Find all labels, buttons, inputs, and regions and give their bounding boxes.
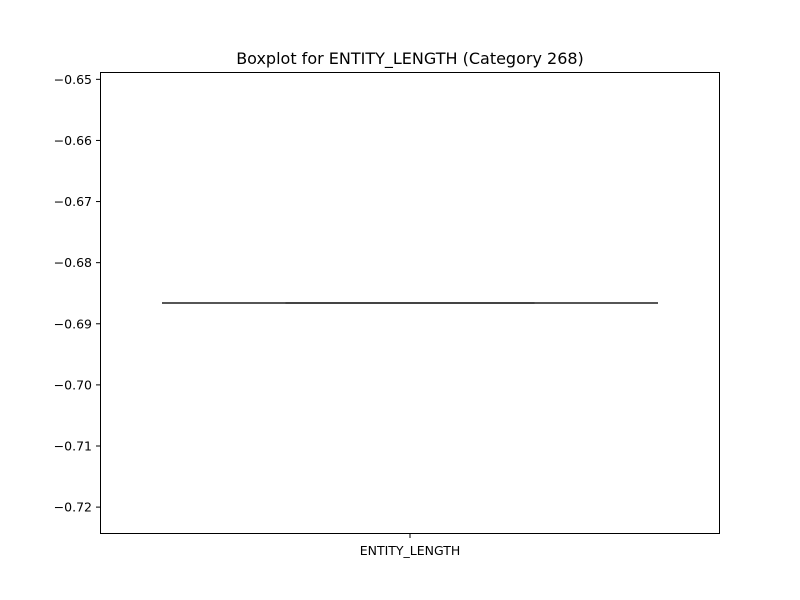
x-tick-label: ENTITY_LENGTH [360,543,461,558]
plot-area-frame [100,72,720,534]
x-axis: ENTITY_LENGTH [360,534,461,558]
y-tick-label: −0.70 [54,377,92,392]
y-tick-label: −0.65 [54,72,92,87]
y-tick-label: −0.67 [54,194,92,209]
y-tick-label: −0.71 [54,439,92,454]
y-tick-label: −0.68 [54,255,92,270]
chart-title: Boxplot for ENTITY_LENGTH (Category 268) [236,49,584,69]
y-tick-label: −0.66 [54,133,92,148]
y-axis: −0.65 −0.66 −0.67 −0.68 −0.69 −0.70 −0.71 −0.72 [54,72,100,515]
y-tick-label: −0.72 [54,500,92,515]
y-tick-label: −0.69 [54,316,92,331]
